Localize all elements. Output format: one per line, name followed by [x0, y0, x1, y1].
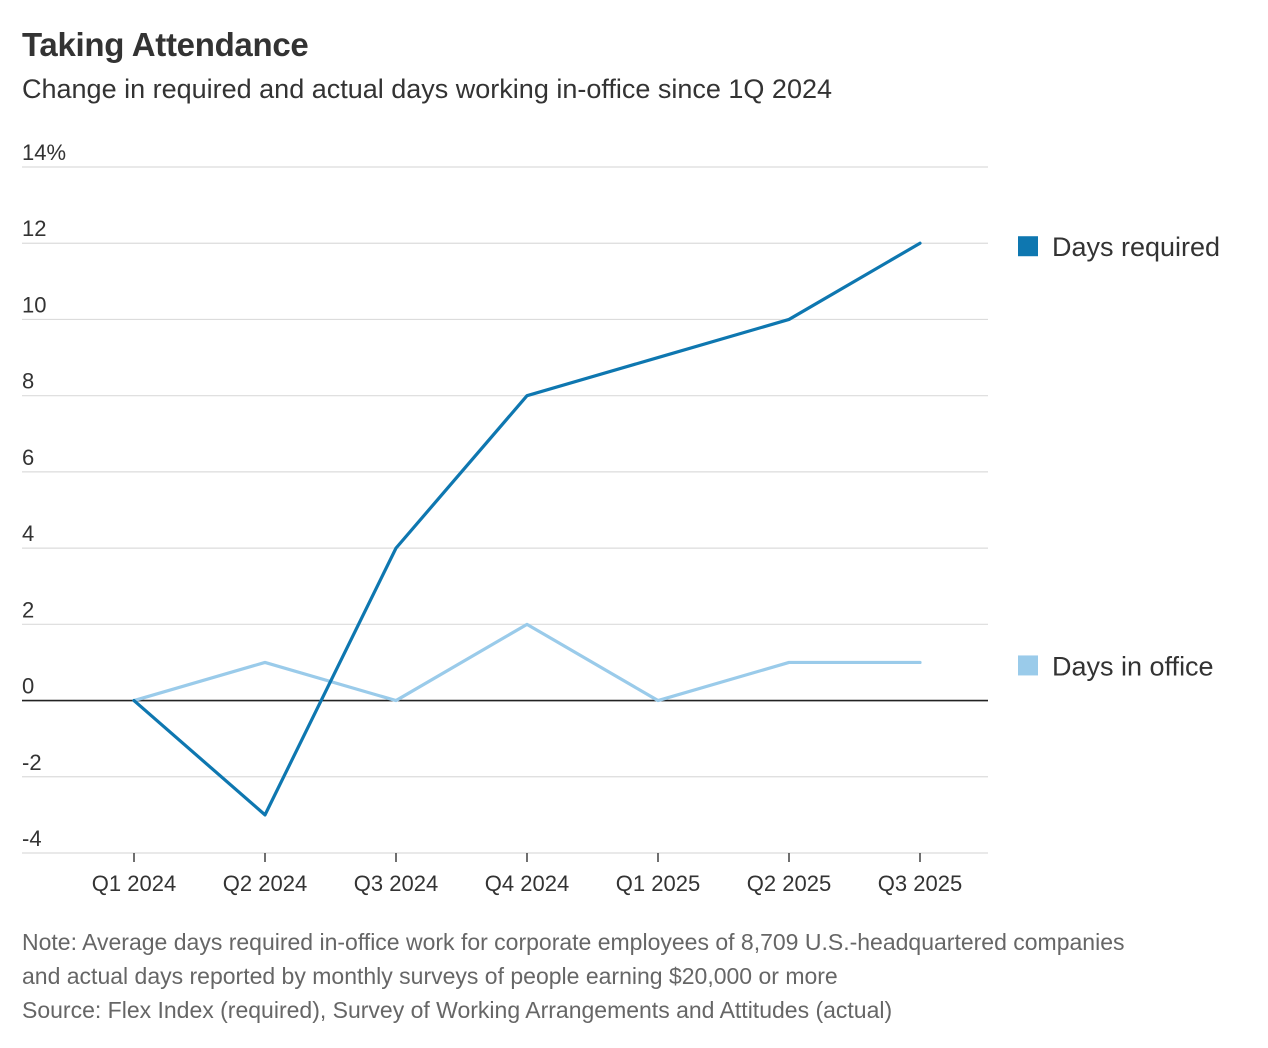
legend-swatch	[1018, 236, 1038, 257]
note-line-2: and actual days reported by monthly surv…	[22, 963, 838, 989]
y-tick-label: 8	[22, 369, 34, 394]
y-tick-label: 2	[22, 597, 34, 622]
x-tick-label: Q1 2024	[92, 871, 176, 896]
x-tick-label: Q1 2025	[616, 871, 700, 896]
chart-title: Taking Attendance	[22, 26, 309, 63]
legend-swatch	[1018, 655, 1038, 676]
y-tick-label: -2	[22, 750, 42, 775]
x-tick-label: Q2 2025	[747, 871, 831, 896]
source-line: Source: Flex Index (required), Survey of…	[22, 997, 893, 1023]
legend-label: Days in office	[1052, 651, 1214, 681]
y-tick-label: 14%	[22, 140, 66, 165]
chart-notes: Note: Average days required in-office wo…	[22, 925, 1252, 1027]
y-tick-label: 6	[22, 445, 34, 470]
chart-subtitle: Change in required and actual days worki…	[22, 74, 832, 104]
series-line-days-in-office	[132, 622, 922, 703]
y-tick-label: -4	[22, 826, 42, 851]
y-tick-label: 4	[22, 521, 34, 546]
y-tick-label: 10	[22, 292, 46, 317]
note-line-1: Note: Average days required in-office wo…	[22, 929, 1125, 955]
series-line-days-required	[132, 241, 922, 817]
y-tick-label: 12	[22, 216, 46, 241]
y-tick-label: 0	[22, 674, 34, 699]
x-tick-label: Q2 2024	[223, 871, 307, 896]
x-tick-label: Q3 2024	[354, 871, 438, 896]
x-tick-label: Q3 2025	[878, 871, 962, 896]
x-tick-label: Q4 2024	[485, 871, 569, 896]
legend-label: Days required	[1052, 232, 1220, 262]
